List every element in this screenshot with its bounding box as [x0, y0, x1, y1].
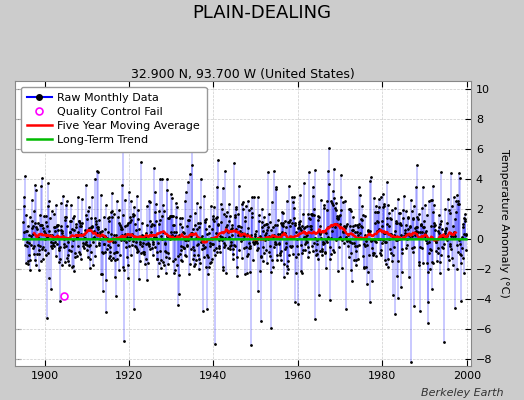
Y-axis label: Temperature Anomaly (°C): Temperature Anomaly (°C)	[499, 149, 509, 298]
Title: 32.900 N, 93.700 W (United States): 32.900 N, 93.700 W (United States)	[131, 68, 355, 81]
Text: Berkeley Earth: Berkeley Earth	[421, 388, 503, 398]
Text: PLAIN-DEALING: PLAIN-DEALING	[192, 4, 332, 22]
Legend: Raw Monthly Data, Quality Control Fail, Five Year Moving Average, Long-Term Tren: Raw Monthly Data, Quality Control Fail, …	[20, 86, 206, 152]
